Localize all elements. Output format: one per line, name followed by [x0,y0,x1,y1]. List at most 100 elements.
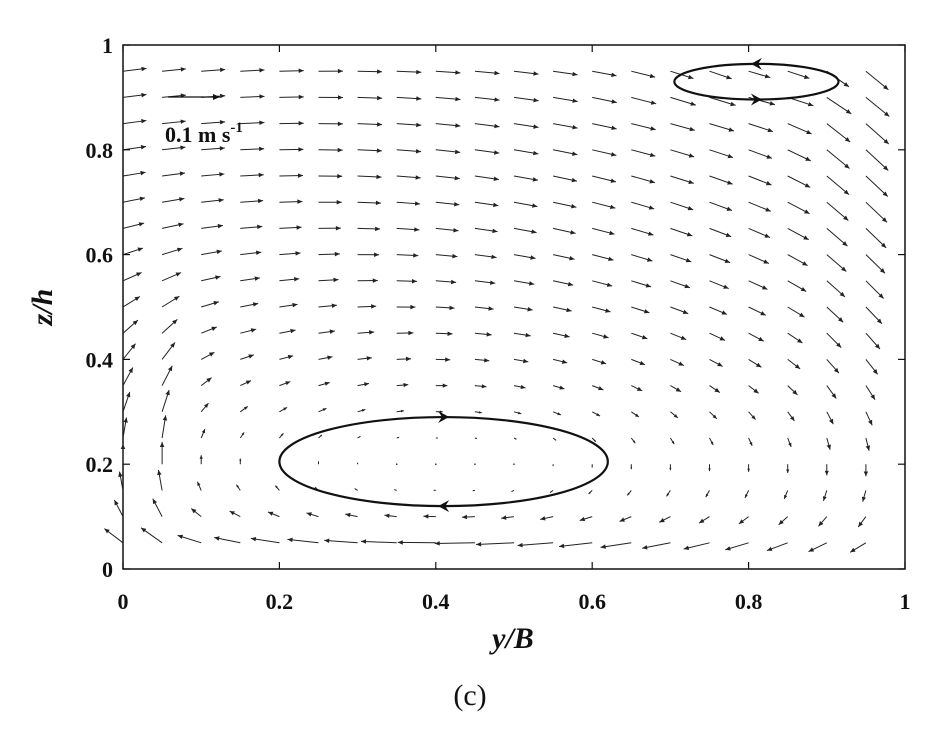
velocity-vector [669,464,672,471]
velocity-vector [318,200,342,205]
velocity-vector [474,306,494,311]
velocity-vector [744,490,750,499]
velocity-vector [513,437,517,440]
velocity-vector [396,436,400,439]
velocity-vector [396,149,422,154]
velocity-vector [748,385,759,394]
velocity-vector [433,489,436,491]
velocity-vector [357,122,383,127]
velocity-vector [190,508,202,517]
velocity-vector [513,411,522,415]
velocity-vector [201,172,225,177]
velocity-vector [318,225,341,231]
velocity-vector [826,306,844,323]
velocity-vector [631,411,640,418]
velocity-vector [240,146,265,152]
velocity-vector [161,319,178,334]
velocity-vector [865,149,889,171]
velocity-vector [324,538,358,544]
velocity-vector [435,201,460,207]
velocity-vector [670,254,692,263]
velocity-vector [709,70,732,80]
velocity-vector [631,358,646,366]
velocity-vector [738,516,749,525]
velocity-vector [396,227,420,232]
velocity-vector [552,227,576,235]
velocity-vector [778,516,789,526]
velocity-vector [592,280,613,287]
velocity-vector [592,96,617,104]
velocity-vector [122,118,147,125]
velocity-vector [630,464,633,470]
velocity-vector [865,306,883,325]
x-tick-label: 0.8 [735,589,763,614]
velocity-vector [709,227,732,238]
velocity-vector [474,254,497,260]
reference-arrow-head [213,94,220,100]
velocity-vector [474,227,498,234]
velocity-vector [318,381,330,387]
velocity-vector [357,200,381,206]
velocity-vector [552,332,570,338]
velocity-vector [435,96,461,102]
velocity-vector [122,319,139,334]
velocity-vector [865,437,871,451]
velocity-vector [318,95,343,100]
velocity-vector [670,96,696,106]
velocity-vector [787,123,812,135]
velocity-vector [857,516,867,528]
velocity-vector [201,146,225,151]
velocity-vector [553,96,578,103]
velocity-vector [201,223,223,229]
velocity-vector [396,122,422,128]
y-tick-label: 0.4 [86,347,114,372]
velocity-vector [588,490,593,495]
velocity-vector [592,332,609,339]
velocity-vector [161,342,176,360]
velocity-vector [747,464,750,472]
velocity-vector [435,149,461,155]
y-axis-label: z/h [26,289,59,327]
velocity-vector [279,302,298,308]
velocity-vector [865,254,886,274]
velocity-vector [786,464,790,474]
velocity-vector [279,406,288,413]
velocity-vector [787,359,801,370]
velocity-vector [826,96,852,115]
velocity-vector [474,463,476,466]
velocity-vector [177,534,202,544]
velocity-vector [318,68,343,74]
velocity-vector [591,411,601,417]
velocity-vector [199,455,203,465]
velocity-vector [709,175,733,185]
panel-label: (c) [453,679,486,712]
velocity-vector [122,272,142,282]
velocity-vector [474,332,492,337]
velocity-vector [666,490,671,497]
velocity-vector [474,358,490,363]
velocity-vector [748,280,768,290]
x-tick-label: 1 [900,589,911,614]
velocity-vector [787,254,808,267]
velocity-vector [552,411,562,416]
velocity-vector [600,542,632,549]
velocity-vector [318,407,327,413]
velocity-vector [591,437,597,443]
velocity-vector [631,332,648,340]
y-axis-ticks: 0 0.2 0.4 0.6 0.8 1 [86,33,905,582]
velocity-vector [865,411,873,426]
velocity-vector [240,328,257,334]
velocity-vector [709,437,714,446]
velocity-vector [513,332,531,338]
cell-direction-arrow [750,93,762,106]
velocity-vector [474,201,499,208]
velocity-vector [279,121,304,126]
velocity-vector [122,222,145,229]
velocity-vector [122,66,147,72]
velocity-vector [396,201,421,206]
velocity-vector [357,330,375,335]
velocity-vector [709,358,723,367]
velocity-vector [787,306,805,318]
velocity-vector [513,201,538,208]
velocity-vector [865,70,889,91]
